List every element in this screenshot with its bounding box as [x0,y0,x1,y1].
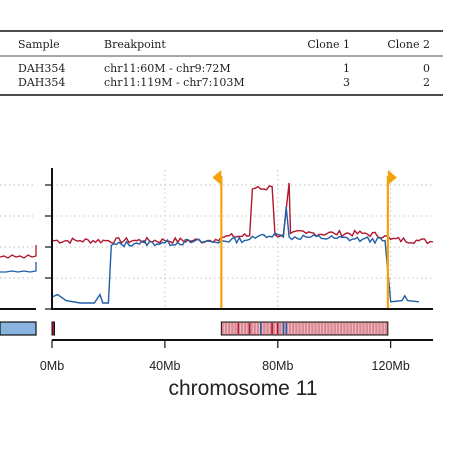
left-neighbor-panel [0,184,37,336]
y-ticks [45,184,52,310]
table-cell-sample: DAH354 [18,76,65,89]
table-cell-clone1: 1 [343,62,350,75]
table-cell-clone2: 0 [423,62,430,75]
x-tick-label: 80Mb [262,359,293,373]
x-tick-label: 0Mb [40,359,64,373]
table-cell-clone2: 2 [423,76,430,89]
left-red-series [0,245,37,259]
table-header-sample: Sample [18,38,60,51]
table-header-clone1: Clone 1 [307,38,350,51]
breakpoint-table: Sample Breakpoint Clone 1 Clone 2 DAH354… [0,30,443,96]
left-blue-series [0,262,37,273]
series [51,182,434,304]
breakpoint-markers [212,170,397,309]
table-header-clone2: Clone 2 [387,38,430,51]
band-segment [51,321,55,336]
left-karyotype-band [0,321,37,336]
table-cell-breakpoint: chr11:60M - chr9:72M [104,62,231,75]
breakpoint-arrow [387,170,397,185]
breakpoint-arrow [212,170,222,185]
chromosome-11-plot: 0Mb 40Mb 80Mb 120Mb chromosome 11 [40,168,434,400]
table-cell-breakpoint: chr11:119M - chr7:103M [104,76,245,89]
karyotype-band [51,321,389,336]
grid [52,170,433,309]
series-line-red [51,182,434,245]
series-line-blue [51,206,419,304]
table-cell-sample: DAH354 [18,62,65,75]
x-tick-label: 40Mb [149,359,180,373]
x-ticks: 0Mb 40Mb 80Mb 120Mb [40,340,410,373]
table-header-breakpoint: Breakpoint [104,38,166,51]
x-axis-label: chromosome 11 [168,377,317,400]
x-tick-label: 120Mb [372,359,410,373]
table-cell-clone1: 3 [343,76,350,89]
